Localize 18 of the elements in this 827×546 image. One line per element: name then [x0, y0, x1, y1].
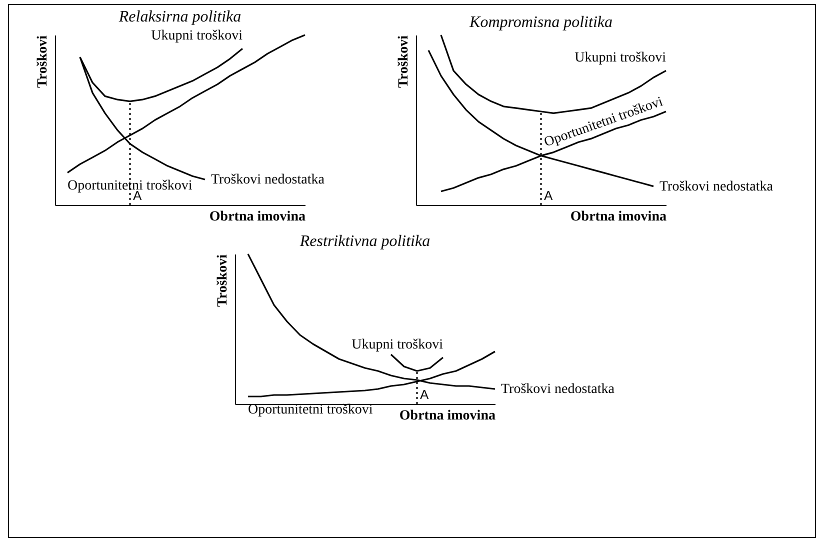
series-label: Ukupni troškovi [574, 50, 666, 66]
x-axis-title: Obrtna imovina [570, 210, 666, 224]
series-label: Ukupni troškovi [151, 28, 243, 44]
x-axis-title: Obrtna imovina [209, 210, 306, 224]
chart-title: Restriktivna politika [298, 233, 430, 250]
series-label: Ukupni troškovi [352, 338, 444, 352]
series-label: Troškovi nedostatka [501, 382, 616, 397]
chart-title: Kompromisna politika [468, 14, 612, 32]
series-label: Troškovi nedostatka [660, 179, 774, 194]
series-label: Troškovi nedostatka [211, 172, 326, 188]
x-axis-title: Obrtna imovina [399, 408, 496, 424]
chart-title: Relaksirna politika [118, 8, 242, 26]
y-axis-title: Troškovi [36, 35, 50, 88]
annotation: A [420, 387, 429, 402]
y-axis-title: Troškovi [396, 35, 412, 88]
y-axis-title: Troškovi [216, 254, 230, 307]
annotation: A [544, 188, 553, 203]
series-label: Oportunitetni troškovi [248, 402, 373, 418]
